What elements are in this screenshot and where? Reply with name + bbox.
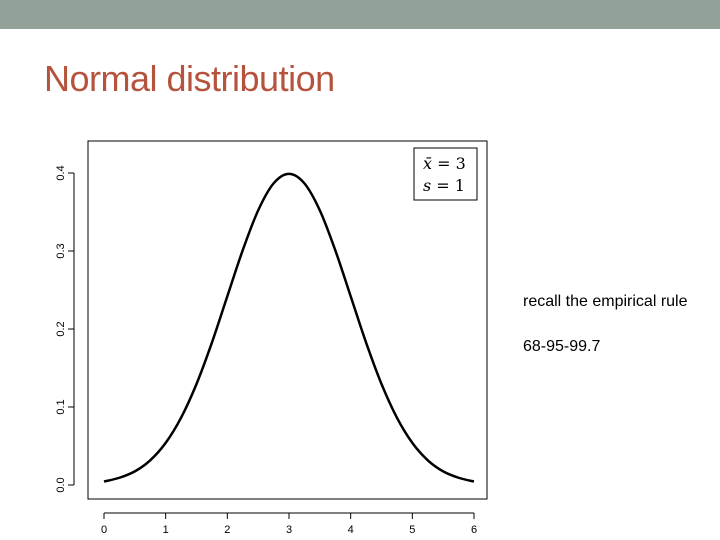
y-tick-label: 0.0 [55,477,67,492]
y-tick-label: 0.2 [55,321,67,336]
y-axis: 0.0 0.1 0.2 0.3 0.4 [55,165,75,493]
y-tick-label: 0.4 [55,165,67,180]
x-tick-label: 2 [224,524,230,535]
chart: 0.0 0.1 0.2 0.3 0.4 0 1 2 3 4 5 6 x̄ = 3 s = 1 [50,135,500,535]
x-tick-label: 5 [409,524,415,535]
legend-entry: x̄ = 3 [423,154,466,173]
x-tick-label: 0 [101,524,107,535]
legend-equals: = [432,154,456,173]
chart-svg: 0.0 0.1 0.2 0.3 0.4 0 1 2 3 4 5 6 x̄ = 3 s = 1 [55,140,488,535]
header-bar [0,0,720,29]
x-tick-label: 4 [348,524,354,535]
slide-title: Normal distribution [44,58,335,99]
legend-entry: s = 1 [423,176,465,195]
legend-symbol: s [423,176,431,195]
note-empirical-rule: recall the empirical rule [523,293,688,310]
legend-value: 1 [455,176,465,195]
legend: x̄ = 3 s = 1 [413,147,478,201]
legend-value: 3 [456,154,466,173]
legend-symbol: x̄ [423,154,432,173]
x-tick-label: 3 [286,524,292,535]
y-tick-label: 0.1 [55,399,67,414]
y-tick-label: 0.3 [55,243,67,258]
x-axis: 0 1 2 3 4 5 6 [101,512,477,535]
x-tick-label: 1 [163,524,169,535]
plot-frame [87,140,488,500]
legend-box [413,147,478,201]
legend-equals: = [431,176,455,195]
series-line [103,172,475,483]
x-tick-label: 6 [471,524,477,535]
note-percentages: 68-95-99.7 [523,338,601,355]
